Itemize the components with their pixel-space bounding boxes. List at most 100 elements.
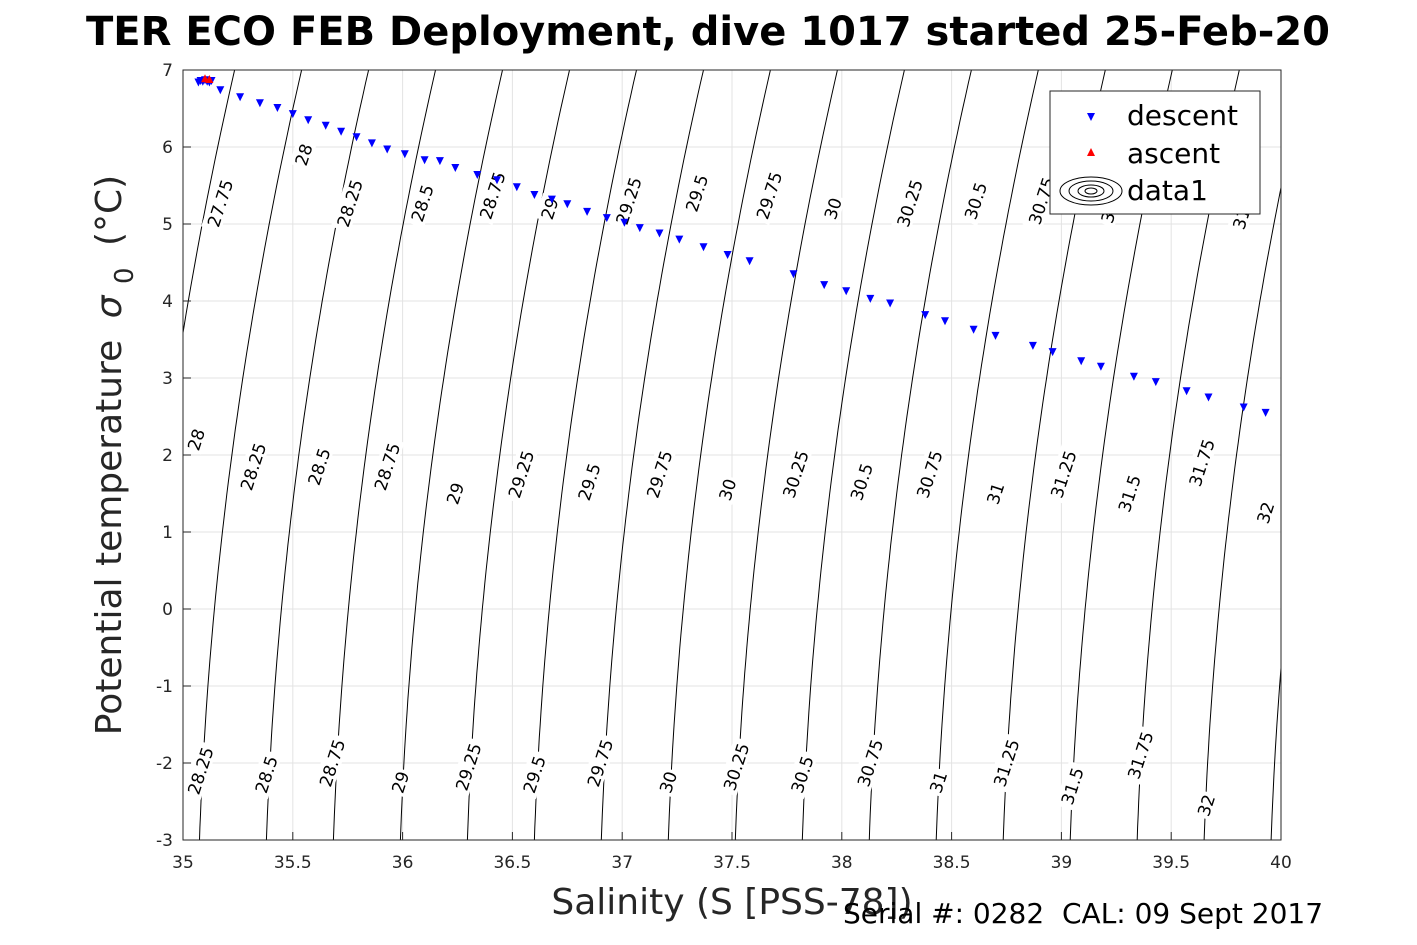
descent-point [941,317,949,326]
contour-label-bg [653,766,681,798]
x-tick-label: 38 [831,853,853,873]
chart-title: TER ECO FEB Deployment, dive 1017 starte… [86,9,1330,55]
y-tick-label: -1 [156,677,173,697]
y-axis-label-text: Potential temperature [89,340,130,735]
descent-point [583,207,592,216]
contour-label-bg [234,436,271,497]
contour-label-bg [1111,468,1146,519]
x-tick-label: 36 [392,853,414,873]
descent-point [288,110,297,119]
contour-label-bg [910,444,947,504]
contour-label-bg [987,732,1024,793]
contour-label: 29 [440,477,469,509]
descent-point [1077,357,1086,366]
descent-point [675,235,684,244]
legend-contour-icon [1059,176,1123,206]
contour-label-bg [502,444,539,504]
contour-line [0,70,101,840]
contour-label-bg [981,477,1009,509]
contour-label-bg [844,456,878,507]
descent-point [921,311,930,320]
contour-label-bg [717,736,754,797]
contour-line [868,70,972,840]
contour-label-bg [473,165,510,225]
contour-line [935,70,1039,840]
contour-label-bg [248,749,283,800]
contour-label-bg [679,167,713,218]
x-tick-label: 35 [172,853,194,873]
contour-label-bg [923,766,951,798]
descent-point [236,93,245,102]
contour-label-bg [776,444,813,504]
contour-line [1203,184,1281,840]
legend-ascent-marker [1087,148,1095,156]
contour-label: 30 [713,473,741,505]
descent-point [367,139,376,148]
descent-point [745,257,754,266]
descent-point [1182,387,1191,396]
serial-cal-footer: Serial #: 0282 CAL: 09 Sept 2017 [843,897,1324,930]
contour-label-bg [368,436,405,497]
contour-line [1270,661,1281,840]
contour-label-bg [313,732,350,793]
y-axis-label: Potential temperature σ 0 (°C) [89,175,140,735]
descent-point [991,331,1000,340]
descent-point [530,191,539,199]
y-tick-labels: -3 -2 -1 0 1 2 3 4 5 6 7 [156,61,191,851]
contour-label-bg [289,138,317,170]
descent-point [655,229,664,238]
contour-line [734,70,838,840]
y-tick-label: -2 [156,754,173,774]
contour-label-bg [1044,444,1081,504]
x-tick-labels: 35 35.5 36 36.5 37 37.5 38 38.5 39 39.5 40 [172,832,1292,873]
y-tick-label: 3 [162,369,173,389]
descent-point [1028,341,1037,350]
descent-point [451,164,460,172]
descent-point [866,294,875,303]
descent-point [563,200,572,209]
contour-line [199,70,303,840]
descent-point [1239,403,1248,412]
legend-data1-label: data1 [1127,174,1208,207]
descent-point [383,145,392,154]
descent-point [216,86,225,95]
descent-point [273,104,282,112]
descent-point [789,270,798,279]
contour-label-bg [181,423,209,455]
y-axis-label-unit: (°C) [89,175,130,246]
contour-label-bg [201,173,238,233]
contour-label: 29 [385,766,414,798]
contour-label-bg [449,736,486,797]
contour-label-bg [750,165,787,225]
descent-point [473,171,482,179]
contour-line [332,70,436,840]
contour-label-bg [301,441,335,492]
descent-point [352,133,361,142]
descent-point [321,121,330,130]
legend-descent-marker [1087,113,1095,121]
descent-point [820,281,829,290]
contour-label-bg [713,473,741,505]
descent-point [1204,393,1213,402]
x-tick-label: 35.5 [274,853,312,873]
contour-line [399,70,503,840]
descent-point [1129,372,1138,381]
contour-line [600,70,704,840]
descent-point [493,176,501,185]
descent-point [886,299,895,308]
descent-point [547,195,556,204]
contour-label-bg [581,732,618,793]
x-tick-label: 37 [611,853,633,873]
contour-label-bg [1054,760,1089,811]
y-tick-label: -3 [156,831,173,851]
descent-point [304,116,313,125]
contour-line [667,70,771,840]
contour-label-bg [1182,432,1220,493]
descent-point [512,183,521,192]
y-tick-label: 2 [162,446,173,466]
y-tick-label: 4 [162,292,173,312]
descent-point [1151,378,1160,387]
descent-point [620,218,629,227]
contour-line [533,70,637,840]
legend: descent ascent data1 [1049,90,1261,215]
